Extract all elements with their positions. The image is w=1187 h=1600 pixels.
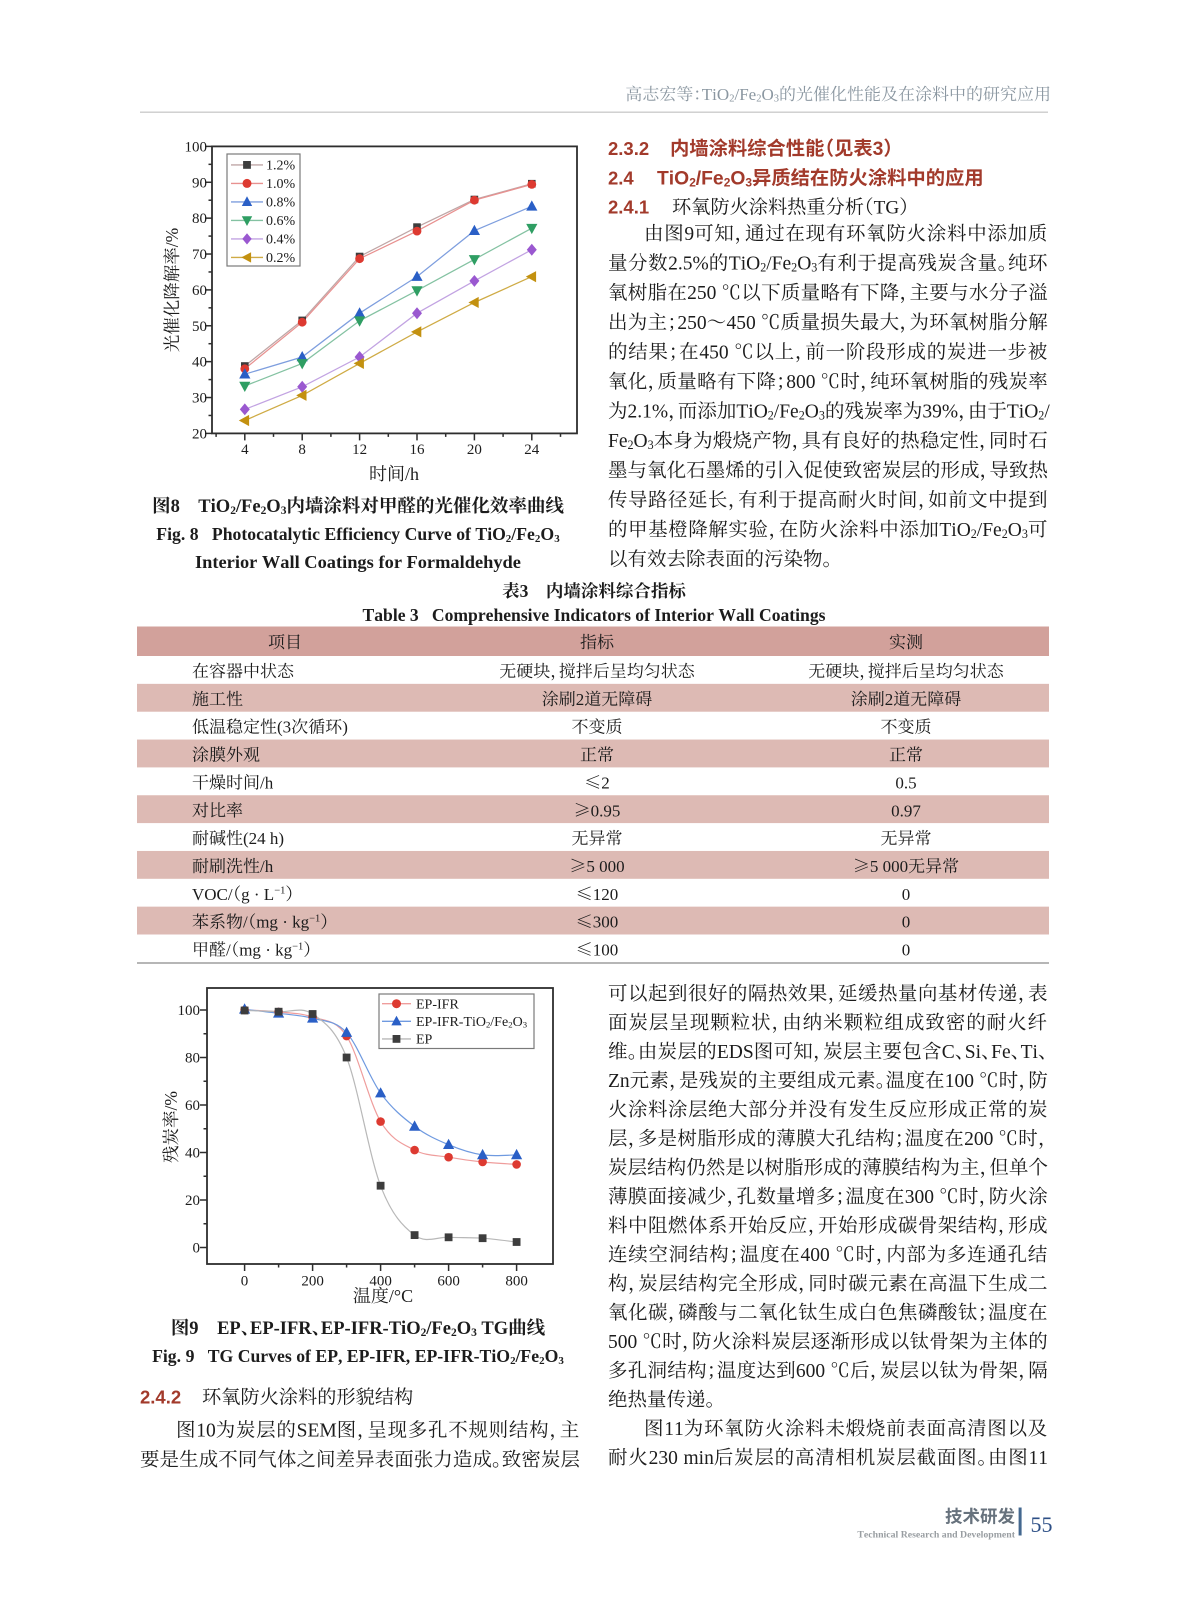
svg-text:500: 500: [608, 1332, 637, 1353]
svg-text:TiO2/Fe2O3: TiO2/Fe2O3: [939, 520, 1028, 541]
svg-text:20: 20: [185, 1193, 200, 1209]
svg-text:/h: /h: [260, 857, 274, 876]
svg-text:2.4.1: 2.4.1: [608, 197, 649, 218]
svg-text:(3): (3): [277, 718, 348, 737]
svg-text:200: 200: [301, 1274, 324, 1290]
svg-text:100: 100: [178, 1003, 201, 1019]
svg-text:16: 16: [410, 442, 426, 458]
svg-text:55: 55: [1031, 1512, 1053, 1537]
svg-text:1.2%: 1.2%: [266, 159, 296, 174]
svg-text:2.3.2: 2.3.2: [608, 138, 649, 159]
svg-text:8: 8: [298, 442, 306, 458]
svg-text:2.4: 2.4: [608, 168, 634, 189]
svg-text:0: 0: [193, 1241, 201, 1257]
svg-text:600: 600: [796, 1361, 825, 1382]
svg-text:0.8%: 0.8%: [266, 196, 296, 211]
svg-text:80: 80: [185, 1051, 200, 1067]
svg-text:450: 450: [699, 342, 728, 363]
svg-text:600: 600: [437, 1274, 460, 1290]
svg-text:60: 60: [192, 283, 207, 299]
svg-text:/°C: /°C: [389, 1286, 413, 1306]
svg-text:EP-IFR: EP-IFR: [416, 998, 459, 1013]
svg-text:EP: EP: [416, 1033, 433, 1048]
svg-text:2.5%TiO2/Fe2O3: 2.5% TiO2/Fe2O3: [668, 254, 817, 275]
svg-text:90: 90: [192, 175, 207, 191]
svg-text:40: 40: [185, 1146, 200, 1162]
svg-text:24: 24: [524, 442, 540, 458]
svg-text:12: 12: [352, 442, 367, 458]
svg-text:0.6%: 0.6%: [266, 214, 296, 229]
svg-text:250: 250: [687, 283, 716, 304]
svg-text:0: 0: [241, 1274, 249, 1290]
svg-text:400: 400: [369, 1274, 392, 1290]
svg-text:20: 20: [467, 442, 482, 458]
svg-text:/mg·kg−1: / mg · kg−1: [243, 913, 320, 932]
svg-text:/%: /%: [161, 1091, 181, 1110]
svg-text:50: 50: [192, 319, 207, 335]
svg-text:11: 11: [664, 1419, 684, 1440]
svg-text:9: 9: [684, 224, 694, 245]
svg-text:2: 2: [601, 773, 610, 792]
svg-text:EP-IFR-TiO2/Fe2O3: EP-IFR-TiO2/Fe2O3: [416, 1015, 527, 1030]
svg-text:2.4.2: 2.4.2: [140, 1387, 181, 1408]
svg-text:3: 3: [520, 581, 529, 601]
svg-text:800: 800: [786, 372, 815, 393]
svg-text:/h: /h: [260, 773, 274, 792]
svg-text:4: 4: [241, 442, 249, 458]
svg-text:/%: /%: [162, 228, 182, 247]
svg-text:0.97: 0.97: [891, 801, 921, 820]
svg-text:0: 0: [902, 913, 911, 932]
svg-text:200: 200: [964, 1129, 993, 1150]
svg-text:20: 20: [192, 426, 207, 442]
svg-text:/mg·kg−1: / mg · kg−1: [226, 941, 303, 960]
svg-text:400: 400: [801, 1245, 830, 1266]
svg-text:0.4%: 0.4%: [266, 233, 296, 248]
svg-text:0.95: 0.95: [591, 801, 621, 820]
svg-text:0: 0: [902, 885, 911, 904]
svg-text:60: 60: [185, 1098, 200, 1114]
svg-text:VOC/g·L−1: VOC/g · L−1: [192, 885, 285, 904]
svg-text:/h: /h: [405, 464, 419, 484]
svg-text:3: 3: [873, 139, 884, 160]
svg-text:100: 100: [593, 941, 619, 960]
svg-text:300: 300: [593, 913, 619, 932]
svg-text:100: 100: [185, 139, 208, 155]
svg-text:40: 40: [192, 355, 207, 371]
svg-text:80: 80: [192, 211, 207, 227]
svg-text:1.0%: 1.0%: [266, 177, 296, 192]
svg-text:30: 30: [192, 391, 207, 407]
svg-text:TiO2/Fe2O3: TiO2/Fe2O3: [657, 169, 752, 190]
svg-text:0.5: 0.5: [895, 773, 916, 792]
svg-text:120: 120: [593, 885, 619, 904]
svg-text:2: 2: [576, 690, 585, 709]
svg-text:TG: TG: [874, 198, 900, 219]
svg-text:800: 800: [505, 1274, 528, 1290]
svg-text:2: 2: [885, 690, 894, 709]
svg-text:300: 300: [905, 1187, 934, 1208]
svg-text:0: 0: [902, 941, 911, 960]
svg-text:70: 70: [192, 247, 207, 263]
svg-text:(24h): (24 h): [243, 829, 284, 848]
svg-text:TiO2/Fe2O3: TiO2/Fe2O3: [702, 85, 779, 105]
svg-text:0.2%: 0.2%: [266, 251, 296, 266]
svg-text:Fe2O3: Fe2O3: [608, 431, 654, 452]
